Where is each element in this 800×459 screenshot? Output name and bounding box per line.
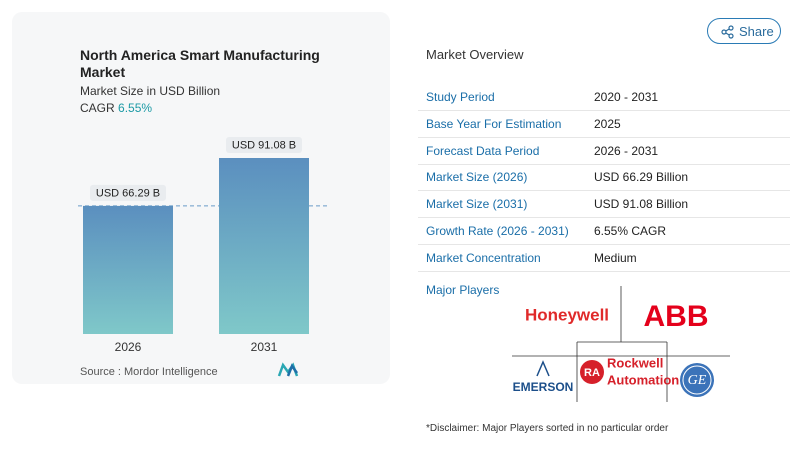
share-label[interactable]: Share (739, 24, 774, 39)
bar (219, 158, 309, 334)
overview-row: Market Size (2031) USD 91.08 Billion (418, 191, 790, 219)
logo-automation: Automation (607, 372, 679, 387)
row-value: USD 91.08 Billion (594, 197, 689, 212)
row-label: Market Concentration (426, 250, 541, 265)
chart-title: North America Smart Manufacturing Market (80, 47, 320, 80)
row-value: 2025 (594, 116, 621, 131)
ge-ring (682, 365, 712, 395)
cagr-label: CAGR (80, 101, 115, 115)
disclaimer: *Disclaimer: Major Players sorted in no … (426, 423, 669, 434)
row-value: USD 66.29 Billion (594, 170, 689, 185)
row-label: Growth Rate (2026 - 2031) (426, 224, 569, 238)
overview-row: Growth Rate (2026 - 2031) 6.55% CAGR (418, 218, 790, 245)
value-label-bg (226, 137, 302, 153)
x-tick-label: 2031 (251, 340, 278, 354)
overview-title: Market Overview (426, 47, 524, 62)
cagr: CAGR 6.55% (80, 101, 152, 115)
source-logo (277, 362, 299, 377)
logo-rockwell: Rockwell (607, 355, 663, 370)
row-value: 2020 - 2031 (594, 90, 659, 104)
value-label-bg (90, 184, 166, 201)
overview-row: Market Concentration Medium (418, 245, 790, 272)
overview-row: Base Year For Estimation 2025 (418, 111, 790, 138)
emerson-icon (536, 360, 550, 377)
row-value: 2026 - 2031 (594, 143, 659, 158)
value-label: USD 66.29 B (96, 187, 160, 199)
share-icon (721, 25, 734, 39)
players-label: Major Players (426, 283, 500, 297)
logo-abb: ABB (644, 300, 709, 333)
overview-row: Study Period 2020 - 2031 (418, 84, 790, 111)
logo-honeywell: Honeywell (525, 305, 609, 324)
row-label: Base Year For Estimation (426, 116, 562, 131)
row-label: Study Period (426, 90, 495, 104)
cagr-value: 6.55% (118, 101, 153, 115)
ge-circle (680, 363, 714, 397)
ra-circle (580, 360, 604, 384)
share-button[interactable]: Share (707, 18, 781, 44)
overview-row: Forecast Data Period 2026 - 2031 (418, 138, 790, 165)
logo-emerson: EMERSON (513, 380, 574, 394)
logo-ge: GE (688, 373, 707, 388)
logo-ra: RA (584, 367, 600, 379)
row-label: Forecast Data Period (426, 143, 540, 158)
x-tick-label: 2026 (115, 340, 142, 354)
bar (83, 205, 173, 334)
row-value: 6.55% CAGR (594, 224, 667, 238)
row-value: Medium (594, 250, 637, 265)
overview-row: Market Size (2026) USD 66.29 Billion (418, 164, 790, 192)
row-label: Market Size (2026) (426, 170, 528, 185)
players-grid (512, 286, 730, 402)
source: Source : Mordor Intelligence (80, 366, 218, 378)
chart-card (12, 12, 390, 384)
value-label: USD 91.08 B (232, 139, 296, 151)
row-label: Market Size (2031) (426, 197, 528, 212)
chart-subtitle: Market Size in USD Billion (80, 84, 221, 98)
